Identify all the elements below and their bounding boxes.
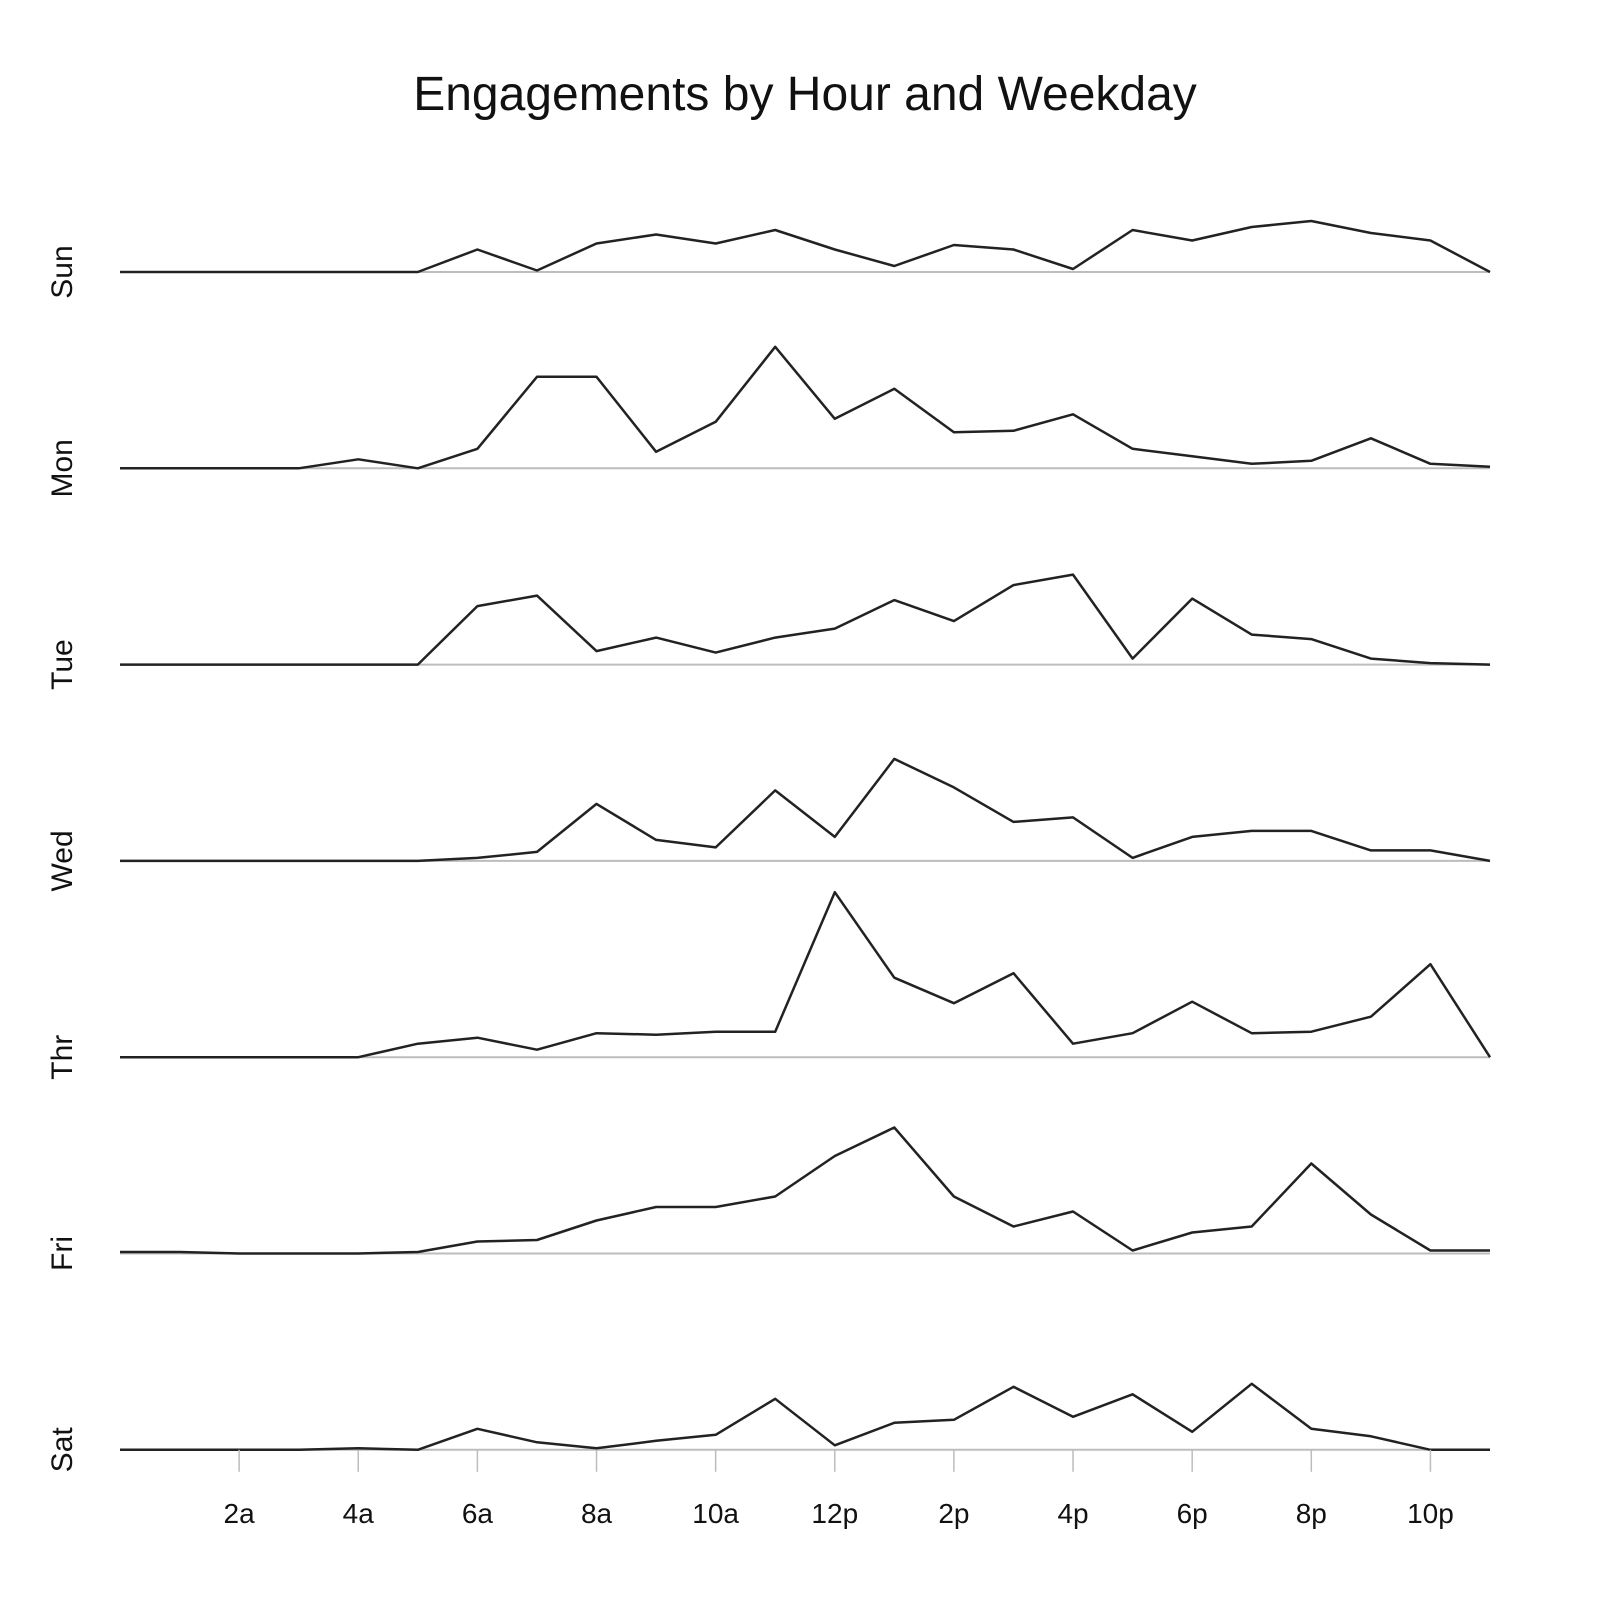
x-tick-label: 8p xyxy=(1296,1498,1327,1529)
panel-sun: Sun xyxy=(46,219,1491,299)
x-tick-label: 8a xyxy=(581,1498,613,1529)
series-line-mon xyxy=(120,345,1491,470)
day-label: Mon xyxy=(46,439,79,497)
panel-thr: Thr xyxy=(46,890,1492,1080)
series-line-thr xyxy=(120,890,1492,1059)
x-tick-label: 2a xyxy=(224,1498,256,1529)
series-line-sun xyxy=(120,219,1491,274)
day-label: Sat xyxy=(46,1427,79,1473)
day-label: Thr xyxy=(46,1035,79,1080)
panel-mon: Mon xyxy=(46,345,1491,497)
series-line-wed xyxy=(120,757,1491,863)
day-label: Tue xyxy=(46,639,79,690)
x-tick-label: 4p xyxy=(1057,1498,1088,1529)
x-tick-label: 6a xyxy=(462,1498,494,1529)
chart-title: Engagements by Hour and Weekday xyxy=(413,68,1197,121)
x-tick-label: 2p xyxy=(938,1498,969,1529)
x-tick-label: 6p xyxy=(1177,1498,1208,1529)
day-label: Wed xyxy=(46,830,79,891)
x-axis: 2a 4a 6a 8a 10a 12p 2p 4p 6p 8p 10p xyxy=(224,1449,1454,1529)
day-label: Fri xyxy=(46,1236,79,1271)
series-line-sat xyxy=(120,1382,1490,1452)
x-tick-label: 4a xyxy=(343,1498,375,1529)
series-line-fri xyxy=(120,1126,1490,1255)
x-tick-label: 10p xyxy=(1407,1498,1454,1529)
panel-fri: Fri xyxy=(46,1126,1490,1271)
x-tick-label: 10a xyxy=(692,1498,739,1529)
panels: Sun Mon Tue Wed Thr Fri Sat xyxy=(46,219,1492,1473)
day-label: Sun xyxy=(46,245,79,298)
panel-sat: Sat xyxy=(46,1382,1490,1473)
x-tick-label: 12p xyxy=(811,1498,858,1529)
panel-tue: Tue xyxy=(46,573,1491,690)
panel-wed: Wed xyxy=(46,757,1491,891)
series-line-tue xyxy=(120,573,1491,666)
